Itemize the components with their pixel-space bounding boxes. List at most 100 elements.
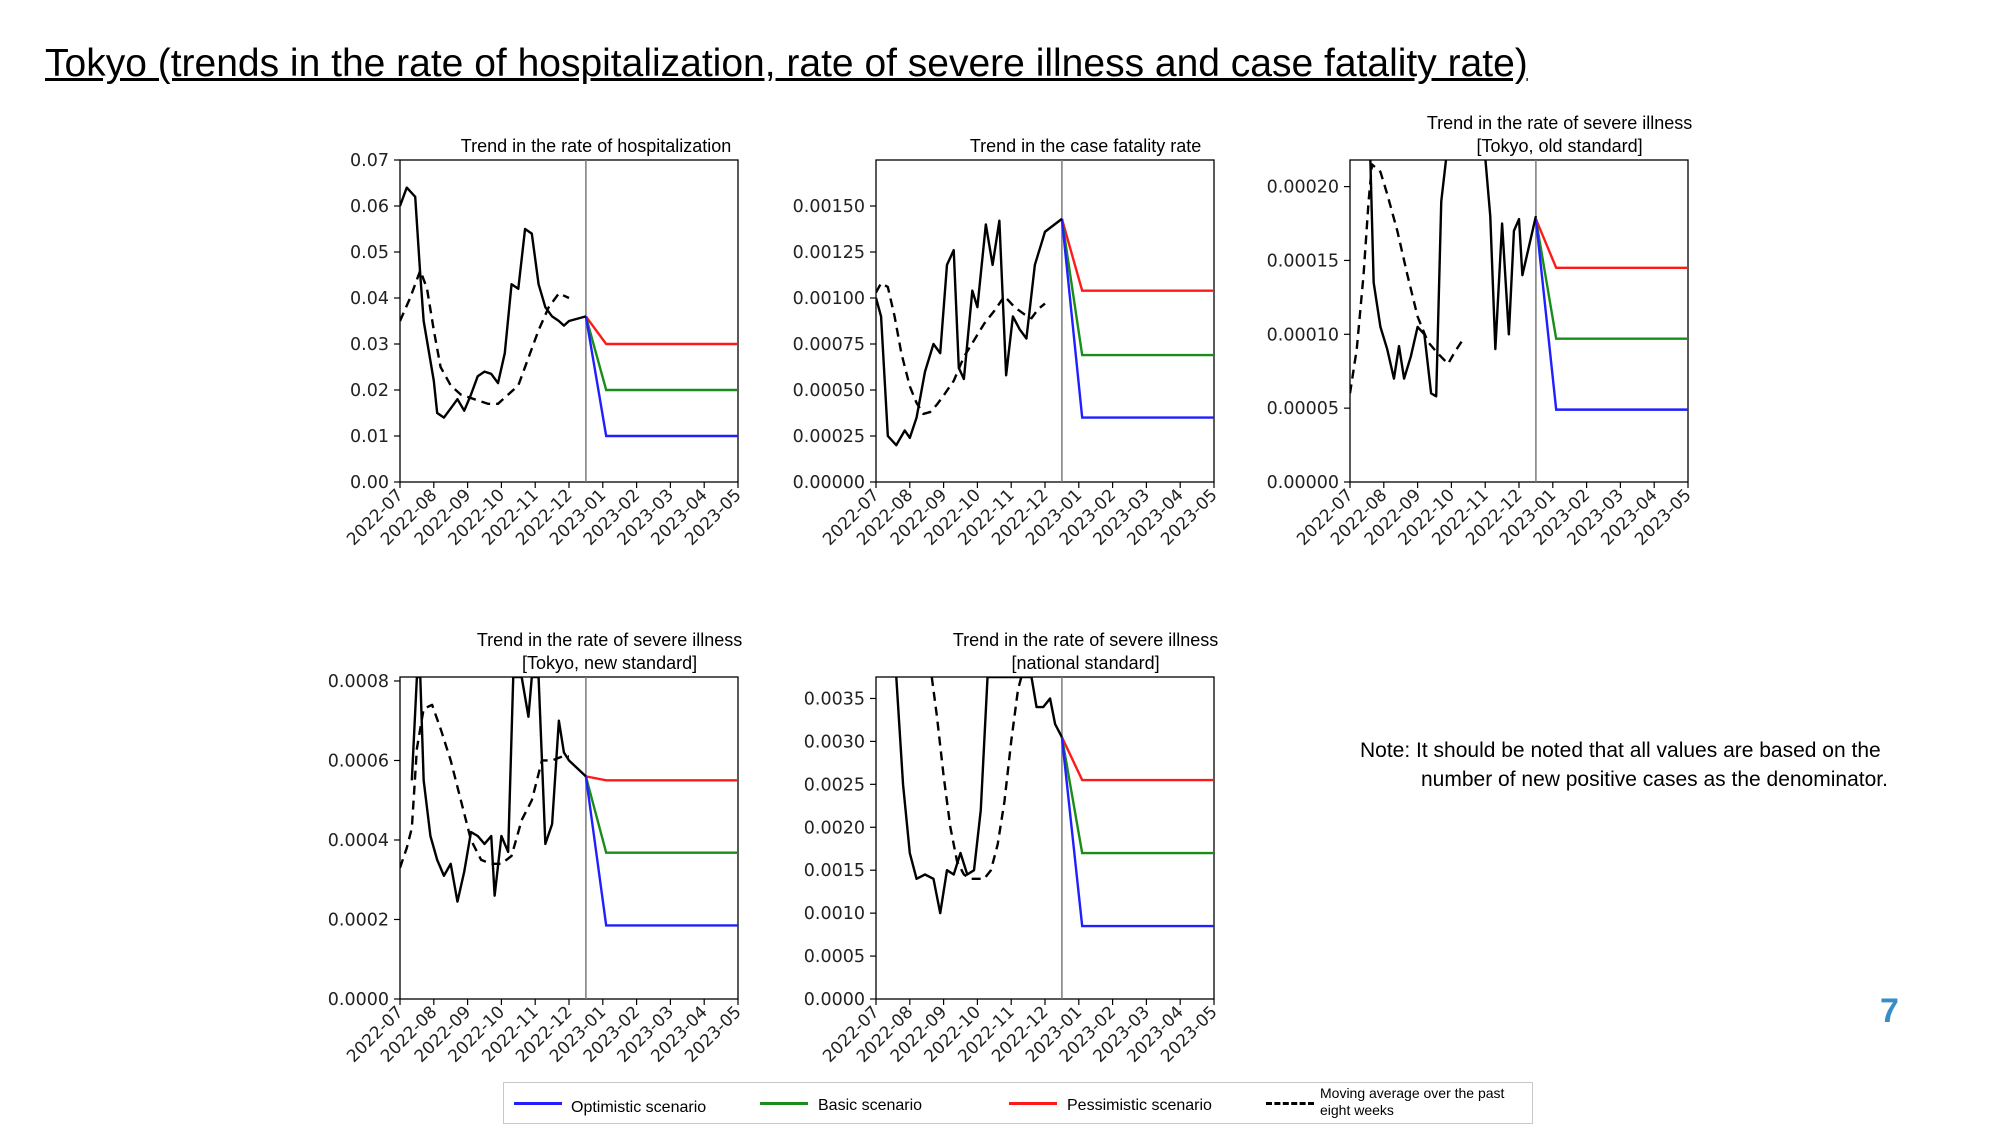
legend-swatch-optimistic <box>514 1102 562 1105</box>
y-tick-label: 0.00075 <box>793 335 865 355</box>
legend-label-moving-average-line-1: Moving average over the past <box>1320 1085 1505 1101</box>
series-line-optimistic <box>1060 218 1214 419</box>
y-tick-label: 0.0000 <box>328 990 389 1010</box>
y-tick-label: 0.00050 <box>793 381 865 401</box>
chart-title-line-1: Trend in the case fatality rate <box>970 136 1201 156</box>
plot-area <box>400 186 738 438</box>
chart-panel-3: Trend in the rate of severe illness [Toky… <box>1267 113 1696 550</box>
y-tick-label: 0.0004 <box>328 831 389 851</box>
chart-title-line-1: Trend in the rate of severe illness <box>1427 113 1692 133</box>
chart-title-line-2: [Tokyo, old standard] <box>1477 136 1643 156</box>
legend-swatch-moving-average <box>1266 1102 1314 1105</box>
legend-label-optimistic: Optimistic scenario <box>571 1099 707 1116</box>
series-line-moving-average <box>400 269 570 405</box>
series-line-pessimistic <box>585 775 738 782</box>
y-tick-label: 0.00100 <box>793 289 865 309</box>
series-line-basic <box>1534 218 1688 340</box>
series-line-basic <box>1060 218 1214 357</box>
y-tick-label: 0.05 <box>350 243 389 263</box>
y-tick-label: 0.0005 <box>804 947 865 967</box>
series-line-pessimistic <box>1060 736 1214 782</box>
chart-title-line-1: Trend in the rate of severe illness <box>477 630 742 650</box>
chart-panel-4: Trend in the rate of severe illness [Toky… <box>328 630 746 1067</box>
legend-label-moving-average-line-2: eight weeks <box>1320 1102 1394 1118</box>
chart-panel-1: Trend in the rate of hospitalization 0.00… <box>343 136 745 550</box>
legend-item-optimistic: Optimistic scenario <box>504 1083 754 1123</box>
plot-frame <box>399 676 739 1000</box>
chart-panel-5: Trend in the rate of severe illness [nati… <box>804 630 1222 1067</box>
y-tick-label: 0.0025 <box>804 775 865 795</box>
y-tick-label: 0.0010 <box>804 904 865 924</box>
plot-area <box>1350 160 1688 411</box>
legend-swatch-basic <box>760 1102 808 1105</box>
series-line-basic <box>584 316 738 392</box>
y-tick-label: 0.0035 <box>804 689 865 709</box>
plot-area <box>895 677 1214 928</box>
series-line-pessimistic <box>584 315 738 346</box>
series-line-actual <box>876 217 1063 447</box>
legend: Optimistic scenario Basic scenario Pessi… <box>503 1082 1533 1124</box>
note: Note: It should be noted that all values… <box>1360 736 1888 794</box>
legend-label-basic: Basic scenario <box>818 1097 923 1114</box>
y-tick-label: 0.0020 <box>804 818 865 838</box>
page-number: 7 <box>1880 992 1899 1030</box>
legend-label-moving-average: Moving average over the past eight weeks <box>1320 1085 1504 1119</box>
y-tick-label: 0.0000 <box>804 990 865 1010</box>
y-tick-label: 0.00025 <box>793 427 865 447</box>
y-tick-label: 0.03 <box>350 335 389 355</box>
series-line-pessimistic <box>1060 218 1214 292</box>
y-tick-label: 0.01 <box>350 427 389 447</box>
chart-title-line-1: Trend in the rate of severe illness <box>953 630 1218 650</box>
y-tick-label: 0.00150 <box>793 197 865 217</box>
series-line-basic <box>584 776 738 854</box>
plot-frame <box>875 159 1215 483</box>
series-line-optimistic <box>1534 218 1688 411</box>
legend-item-basic: Basic scenario <box>754 1083 1004 1123</box>
y-tick-label: 0.00000 <box>793 473 865 493</box>
series-line-actual <box>410 677 587 903</box>
series-line-moving-average <box>1350 163 1463 394</box>
y-tick-label: 0.04 <box>350 289 389 309</box>
y-tick-label: 0.00010 <box>1267 325 1339 345</box>
y-tick-label: 0.00020 <box>1267 178 1339 198</box>
y-tick-label: 0.00125 <box>793 243 865 263</box>
series-line-actual <box>400 186 587 419</box>
chart-panel-2: Trend in the case fatality rate 0.00000 0.… <box>793 136 1222 550</box>
series-line-basic <box>1060 736 1214 855</box>
y-tick-label: 0.0030 <box>804 732 865 752</box>
plot-area <box>876 217 1214 447</box>
series-line-actual <box>895 677 1063 915</box>
legend-item-moving-average: Moving average over the past eight weeks <box>1264 1083 1532 1123</box>
series-line-actual <box>1369 160 1538 398</box>
note-line-1: Note: It should be noted that all values… <box>1360 739 1881 762</box>
page-title: Tokyo (trends in the rate of hospitaliza… <box>45 42 1528 85</box>
y-tick-label: 0.0006 <box>328 751 389 771</box>
series-line-pessimistic <box>1534 218 1688 270</box>
chart-title-line-2: [Tokyo, new standard] <box>522 653 697 673</box>
series-line-moving-average <box>930 677 1023 880</box>
series-line-moving-average <box>400 703 569 869</box>
chart-title-line-1: Trend in the rate of hospitalization <box>461 136 732 156</box>
legend-label-pessimistic: Pessimistic scenario <box>1067 1097 1212 1114</box>
series-line-optimistic <box>1060 736 1214 928</box>
note-line-2: number of new positive cases as the deno… <box>1421 768 1888 791</box>
y-tick-label: 0.0002 <box>328 910 389 930</box>
series-line-optimistic <box>584 776 738 927</box>
y-tick-label: 0.06 <box>350 197 389 217</box>
y-tick-label: 0.0008 <box>328 672 389 692</box>
legend-item-pessimistic: Pessimistic scenario <box>1004 1083 1254 1123</box>
y-tick-label: 0.00015 <box>1267 251 1339 271</box>
chart-title-line-2: [national standard] <box>1012 653 1160 673</box>
y-tick-label: 0.02 <box>350 381 389 401</box>
plot-area <box>400 677 738 927</box>
plot-frame <box>1349 159 1689 483</box>
legend-swatch-pessimistic <box>1009 1102 1057 1105</box>
y-tick-label: 0.00 <box>350 473 389 493</box>
y-tick-label: 0.0015 <box>804 861 865 881</box>
series-line-optimistic <box>584 316 738 438</box>
y-tick-label: 0.07 <box>350 151 389 171</box>
plot-frame <box>875 676 1215 1000</box>
series-line-moving-average <box>876 282 1046 416</box>
y-tick-label: 0.00005 <box>1267 399 1339 419</box>
